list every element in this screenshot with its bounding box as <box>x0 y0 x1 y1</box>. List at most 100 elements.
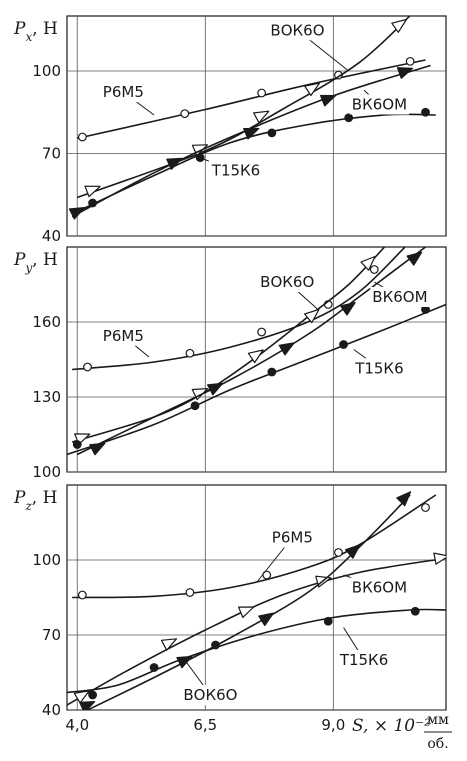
filled-triangle-marker <box>278 342 295 356</box>
series-Р6М5 <box>77 56 426 142</box>
label-background <box>349 577 410 598</box>
y-tick-label: 70 <box>42 145 61 163</box>
series-Т15К6 <box>67 606 446 700</box>
x-tick-label: 6,5 <box>193 716 217 734</box>
open-circle-marker <box>257 88 267 98</box>
filled-triangle-marker <box>79 700 96 710</box>
series-line <box>72 494 437 599</box>
label-background <box>370 287 430 307</box>
series-label: ВК6ОМ <box>372 288 427 306</box>
label-background <box>349 94 410 115</box>
series-Т15К6 <box>67 303 446 456</box>
series-annotation: Т15К6 <box>336 627 391 670</box>
series-annotation: ВОК6О <box>268 20 350 72</box>
series-label: ВК6ОМ <box>352 579 407 597</box>
filled-triangle-marker <box>166 157 183 170</box>
open-circle-marker <box>257 327 267 337</box>
series-label: Р6М5 <box>103 327 144 345</box>
open-triangle-marker <box>84 185 101 198</box>
x-unit-denominator: об. <box>427 736 448 752</box>
open-circle-marker <box>180 109 190 119</box>
series-annotation: Т15К6 <box>194 155 263 181</box>
series-line <box>76 16 411 199</box>
label-background <box>268 20 327 41</box>
series-line <box>67 608 446 694</box>
series-annotation: Р6М5 <box>256 527 315 583</box>
filled-triangle-marker <box>258 612 274 627</box>
series-label: Т15К6 <box>211 162 260 180</box>
series-label: Р6М5 <box>103 83 144 101</box>
filled-circle-marker <box>410 606 420 616</box>
y-tick-label: 130 <box>32 388 61 406</box>
open-triangle-marker <box>73 690 90 704</box>
filled-circle-marker <box>72 440 82 449</box>
series-annotation: ВК6ОМ <box>370 281 430 307</box>
label-background <box>352 358 406 379</box>
filled-circle-marker <box>267 128 277 138</box>
open-circle-marker <box>185 348 195 358</box>
series-annotation: Р6М5 <box>100 325 150 358</box>
y-tick-label: 160 <box>32 313 61 331</box>
label-background <box>100 325 146 346</box>
open-triangle-marker <box>391 18 407 33</box>
open-triangle-marker <box>433 552 446 565</box>
series-label: ВОК6О <box>260 273 314 291</box>
open-triangle-marker <box>160 638 178 651</box>
label-background <box>100 82 146 103</box>
filled-circle-marker <box>344 113 354 123</box>
filled-circle-marker <box>339 340 348 349</box>
open-circle-marker <box>77 590 87 600</box>
label-background <box>258 272 317 292</box>
label-background <box>181 685 240 705</box>
label-background <box>269 527 315 548</box>
filled-circle-marker <box>211 640 220 650</box>
filled-circle-marker <box>267 367 277 377</box>
chart-panel-1: 40 70 100 Px, Н <box>13 15 447 245</box>
y-tick-label: 100 <box>32 463 61 481</box>
filled-circle-marker <box>323 616 333 626</box>
open-triangle-marker <box>238 606 255 619</box>
series-annotation: ВК6ОМ <box>349 89 410 115</box>
series-line <box>71 113 436 215</box>
series-line <box>76 247 426 456</box>
series-annotation: Р6М5 <box>100 82 155 116</box>
series-annotation: ВОК6О <box>258 272 319 310</box>
open-circle-marker <box>77 132 87 142</box>
open-triangle-marker <box>360 255 376 271</box>
filled-triangle-marker <box>396 491 412 507</box>
open-circle-marker <box>405 56 415 66</box>
series-label: Р6М5 <box>272 529 313 547</box>
series-label: ВОК6О <box>183 686 237 704</box>
x-axis-label: S, × 10⁻² <box>352 716 431 736</box>
open-circle-marker <box>369 265 379 274</box>
x-tick-label: 4,0 <box>65 716 89 734</box>
series-label: Т15К6 <box>339 651 388 669</box>
open-triangle-marker <box>304 308 320 324</box>
filled-circle-marker <box>88 198 98 208</box>
series-ВОК6О <box>76 16 411 199</box>
series-line <box>71 64 431 218</box>
open-triangle-marker <box>304 82 321 97</box>
filled-circle-marker <box>190 401 200 411</box>
series-ВК6ОМ <box>68 64 431 220</box>
filled-triangle-marker <box>340 301 356 316</box>
open-triangle-marker <box>253 110 270 124</box>
open-circle-marker <box>421 503 430 512</box>
label-background <box>336 650 391 670</box>
filled-circle-marker <box>149 663 159 672</box>
y-axis-label: Pz, Н <box>13 488 57 513</box>
y-tick-label: 100 <box>32 551 61 569</box>
series-annotation: ВК6ОМ <box>343 574 410 598</box>
x-tick-label: 9,0 <box>321 716 345 734</box>
series-Р6М5 <box>72 494 437 600</box>
y-tick-label: 40 <box>42 701 61 719</box>
series-label: Т15К6 <box>354 359 403 377</box>
y-tick-label: 100 <box>32 62 61 80</box>
series-line <box>67 303 446 456</box>
series-ВК6ОМ <box>76 247 426 456</box>
series-annotation: ВОК6О <box>181 659 240 705</box>
chart-panel-2: 100 130 160 Py, Н <box>13 246 447 481</box>
series-label: ВК6ОМ <box>352 96 407 114</box>
filled-triangle-marker <box>207 382 224 396</box>
